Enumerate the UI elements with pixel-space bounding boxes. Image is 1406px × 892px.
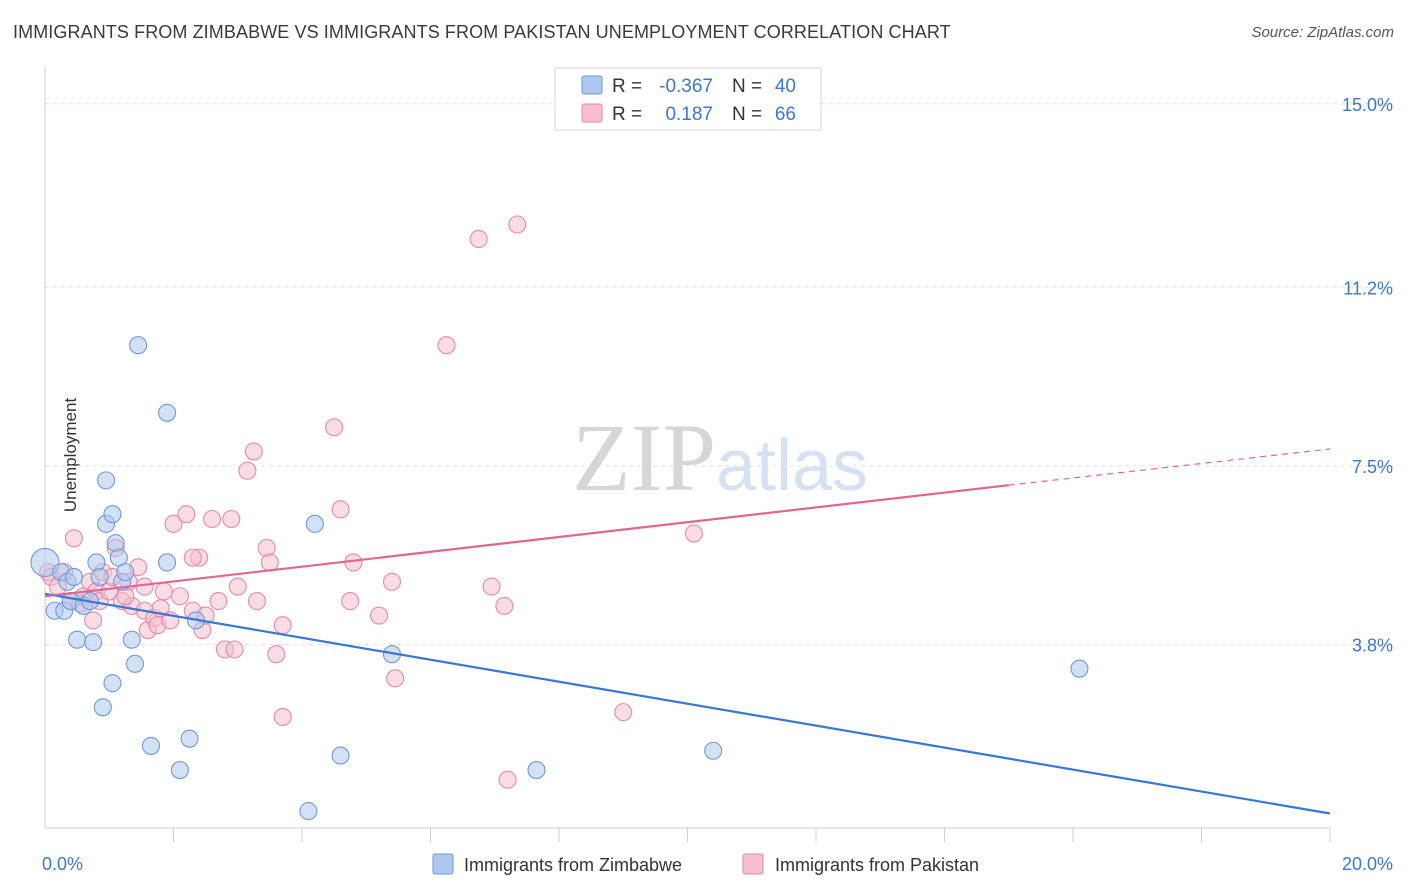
pakistan-point xyxy=(228,577,247,596)
y-tick-label: 7.5% xyxy=(1352,457,1393,477)
zimbabwe-point xyxy=(68,630,87,649)
legend-swatch-pakistan xyxy=(742,853,764,875)
zimbabwe-point xyxy=(180,729,199,748)
trend-lines xyxy=(44,448,1331,815)
stats-n-label: N = xyxy=(732,104,762,125)
stats-n-value: 40 xyxy=(775,76,796,97)
zimbabwe-point xyxy=(103,505,122,524)
stats-swatch-zimbabwe xyxy=(581,75,603,95)
pakistan-point xyxy=(508,215,527,234)
pakistan-point xyxy=(498,770,517,789)
zimbabwe-point xyxy=(141,736,161,755)
pakistan-point xyxy=(209,592,228,611)
pakistan-point xyxy=(437,336,456,355)
chart-title: IMMIGRANTS FROM ZIMBABWE VS IMMIGRANTS F… xyxy=(13,22,951,42)
zimbabwe-point xyxy=(1070,659,1089,678)
pakistan-point xyxy=(341,592,360,611)
zimbabwe-point xyxy=(299,802,318,821)
pakistan-point xyxy=(273,616,292,635)
pakistan-point xyxy=(260,553,279,572)
pakistan-point xyxy=(325,418,344,437)
pakistan-point xyxy=(238,461,257,480)
watermark: ZIPatlas xyxy=(572,404,868,511)
zimbabwe-points xyxy=(30,336,1089,821)
pakistan-point xyxy=(386,669,405,688)
zimbabwe-point xyxy=(170,761,189,780)
watermark-zip: ZIP xyxy=(572,404,716,511)
pakistan-point xyxy=(225,640,244,659)
zimbabwe-point xyxy=(331,746,350,765)
zimbabwe-point xyxy=(158,403,177,422)
zimbabwe-point xyxy=(116,563,135,582)
pakistan-point xyxy=(614,703,633,722)
zimbabwe-point xyxy=(103,674,122,693)
zimbabwe-point xyxy=(30,547,60,578)
zimbabwe-point xyxy=(527,761,546,780)
zimbabwe-point xyxy=(704,741,723,760)
pakistan-point xyxy=(331,500,350,519)
x-tick-labels: 0.0% 20.0% xyxy=(42,854,1393,874)
zimbabwe-point xyxy=(129,336,148,355)
pakistan-point xyxy=(244,442,263,461)
pakistan-point xyxy=(267,645,286,664)
zimbabwe-trend-line xyxy=(44,592,1331,815)
stats-n-value: 66 xyxy=(775,104,796,125)
zimbabwe-point xyxy=(305,514,324,533)
axes xyxy=(44,66,1331,842)
legend-label-zimbabwe: Immigrants from Zimbabwe xyxy=(464,855,682,875)
grid-lines xyxy=(45,103,1395,646)
y-tick-label: 3.8% xyxy=(1352,636,1393,656)
pakistan-point xyxy=(382,572,402,591)
zimbabwe-point xyxy=(96,471,116,490)
pakistan-point xyxy=(370,606,389,625)
pakistan-point xyxy=(154,582,173,601)
pakistan-point xyxy=(482,577,501,596)
y-tick-labels: 3.8% 7.5% 11.2% 15.0% xyxy=(1342,95,1393,656)
pakistan-point xyxy=(183,548,202,567)
pakistan-point xyxy=(177,505,196,524)
legend-swatch-zimbabwe xyxy=(432,853,454,875)
stats-legend: R = -0.367 N = 40 R = 0.187 N = 66 xyxy=(554,67,822,131)
x-tick-label: 0.0% xyxy=(42,854,83,874)
stats-swatch-pakistan xyxy=(581,103,603,123)
pakistan-point xyxy=(273,707,292,727)
zimbabwe-point xyxy=(158,553,177,572)
stats-r-label: R = xyxy=(612,104,642,125)
x-tick-label: 20.0% xyxy=(1342,854,1393,874)
pakistan-point xyxy=(222,509,241,529)
y-tick-label: 11.2% xyxy=(1343,278,1393,298)
pakistan-point xyxy=(247,592,267,611)
zimbabwe-point xyxy=(64,567,83,586)
stats-r-value: 0.187 xyxy=(665,104,713,125)
watermark-atlas: atlas xyxy=(716,426,868,506)
stats-r-label: R = xyxy=(612,76,642,97)
pakistan-trend-line xyxy=(44,484,1009,598)
pakistan-point xyxy=(135,577,154,596)
pakistan-point xyxy=(495,596,514,615)
pakistan-point xyxy=(64,529,83,548)
pakistan-point xyxy=(684,524,703,543)
pakistan-point xyxy=(469,229,488,249)
pakistan-trend-extension xyxy=(1008,448,1331,486)
zimbabwe-point xyxy=(125,654,144,673)
y-tick-label: 15.0% xyxy=(1342,95,1393,115)
pakistan-point xyxy=(203,509,222,529)
pakistan-point xyxy=(164,514,183,533)
stats-n-label: N = xyxy=(732,76,762,97)
zimbabwe-point xyxy=(93,698,112,717)
zimbabwe-point xyxy=(90,567,109,586)
zimbabwe-point xyxy=(84,633,103,652)
pakistan-point xyxy=(84,611,103,630)
pakistan-point xyxy=(170,587,189,606)
bottom-legend: Immigrants from Zimbabwe Immigrants from… xyxy=(432,853,979,875)
stats-r-value: -0.367 xyxy=(659,76,713,97)
source-label: Source: ZipAtlas.com xyxy=(1251,24,1394,41)
zimbabwe-point xyxy=(122,630,141,649)
legend-label-pakistan: Immigrants from Pakistan xyxy=(775,855,979,875)
